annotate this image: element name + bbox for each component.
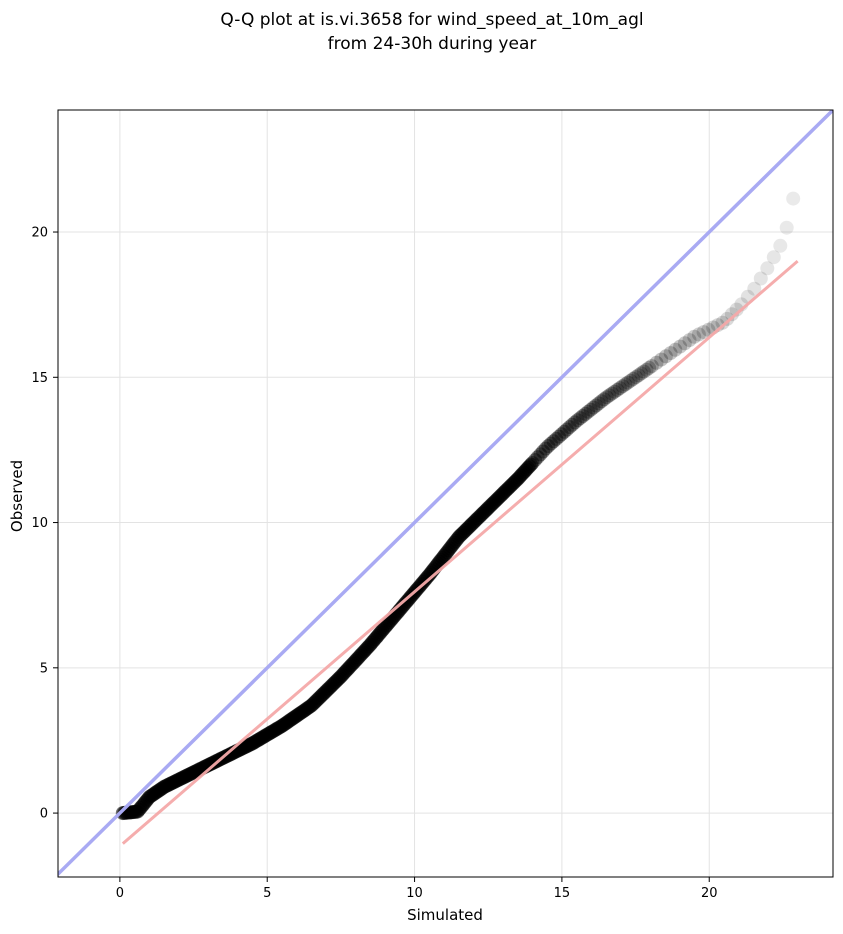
quantile-point xyxy=(591,396,606,411)
x-tick-label: 10 xyxy=(406,886,423,901)
quantile-point xyxy=(581,404,596,419)
quantile-point xyxy=(628,370,643,385)
y-axis-ticks: 0 5 10 15 20 xyxy=(31,226,58,822)
fit-line xyxy=(121,259,799,845)
quantile-point xyxy=(610,382,625,397)
quantile-point xyxy=(786,191,801,206)
y-tick-label: 0 xyxy=(40,807,48,822)
quantile-point xyxy=(682,333,697,348)
quantile-point xyxy=(760,261,775,276)
quantile-point xyxy=(546,434,561,449)
quantile-point xyxy=(615,379,630,394)
x-tick-label: 20 xyxy=(701,886,718,901)
quantile-point xyxy=(524,457,538,472)
x-tick-label: 15 xyxy=(554,886,571,901)
quantile-point xyxy=(618,377,633,392)
quantile-point xyxy=(753,271,768,286)
quantile-point xyxy=(557,424,572,439)
quantile-point xyxy=(544,436,558,451)
quantile-point xyxy=(644,359,659,374)
identity-line xyxy=(58,110,833,877)
chart-title-line-1: Q-Q plot at is.vi.3658 for wind_speed_at… xyxy=(220,10,643,30)
quantile-point xyxy=(583,402,598,417)
quantile-point xyxy=(549,431,564,446)
quantile-point xyxy=(642,360,657,375)
quantile-point xyxy=(658,349,673,364)
quantile-point xyxy=(599,390,614,405)
quantile-point xyxy=(677,336,692,351)
quantile-point xyxy=(691,327,706,342)
quantile-point xyxy=(570,413,585,428)
quantile-point xyxy=(673,339,688,354)
quantile-point xyxy=(559,422,574,437)
x-axis-ticks: 0 5 10 15 20 xyxy=(116,877,718,901)
quantile-point xyxy=(533,447,548,462)
y-tick-label: 15 xyxy=(31,371,48,386)
quantile-point xyxy=(567,415,582,430)
quantile-point xyxy=(578,406,593,421)
chart-title-line-2: from 24-30h during year xyxy=(328,34,537,54)
quantile-point xyxy=(724,307,739,322)
x-tick-label: 0 xyxy=(116,886,124,901)
quantile-point xyxy=(573,411,588,426)
quantile-point xyxy=(554,427,569,442)
quantile-point xyxy=(607,384,622,399)
quantile-point xyxy=(720,311,735,326)
quantile-point xyxy=(586,400,601,415)
quantile-point xyxy=(663,346,678,361)
quantile-point xyxy=(530,450,545,465)
quantile-point xyxy=(654,352,669,367)
grid xyxy=(58,110,833,877)
quantile-point xyxy=(528,453,543,468)
quantile-point xyxy=(668,342,683,357)
quantile-point xyxy=(602,388,617,403)
quantile-point xyxy=(620,375,635,390)
quantile-point xyxy=(639,362,654,377)
quantile-point xyxy=(715,315,730,330)
quantile-point xyxy=(597,392,611,407)
quantile-point xyxy=(565,417,580,432)
quantile-point xyxy=(636,364,651,379)
quantile-point xyxy=(631,368,646,383)
y-axis-label: Observed xyxy=(8,460,26,532)
plot-frame xyxy=(57,109,834,878)
quantile-point xyxy=(575,409,590,423)
quantile-point xyxy=(687,329,702,344)
quantile-point xyxy=(589,398,604,413)
y-tick-label: 5 xyxy=(40,661,48,676)
quantile-point xyxy=(538,441,553,456)
quantile-point xyxy=(612,381,627,396)
quantile-point xyxy=(605,386,619,401)
quantile-point xyxy=(541,439,556,453)
quantile-point xyxy=(729,302,744,317)
quantile-point xyxy=(696,325,711,340)
quantile-point xyxy=(779,220,794,235)
quantile-point xyxy=(623,373,638,388)
quantile-point xyxy=(552,429,566,444)
quantile-point xyxy=(634,366,649,381)
quantile-point xyxy=(747,281,762,296)
y-tick-label: 10 xyxy=(31,516,48,531)
x-axis-label: Simulated xyxy=(407,906,483,924)
quantile-point xyxy=(766,250,781,265)
quantile-point xyxy=(536,444,550,459)
quantile-point xyxy=(626,371,641,386)
y-tick-label: 20 xyxy=(31,226,48,241)
quantile-point xyxy=(773,238,788,253)
quantile-point xyxy=(649,355,664,370)
quantile-point xyxy=(594,394,609,409)
x-tick-label: 5 xyxy=(263,886,271,901)
quantile-point xyxy=(525,456,540,470)
quantile-point xyxy=(562,420,577,435)
